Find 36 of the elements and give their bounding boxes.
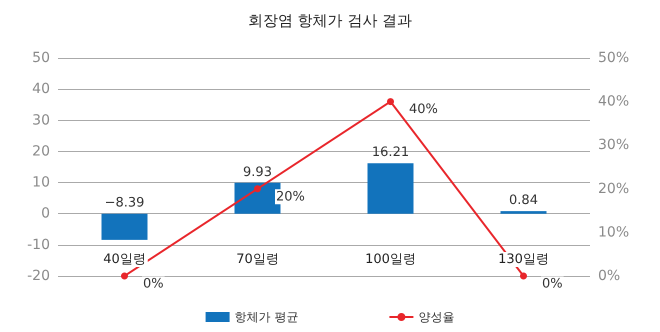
point (254, 185, 261, 192)
y2-tick-label: 10% (598, 224, 630, 240)
data-label: 16.21 (372, 145, 410, 160)
x-tick-label: 100일령 (365, 252, 416, 267)
point (520, 272, 527, 280)
x-tick-label: 70일령 (236, 252, 279, 267)
y2-tick-label: 40% (598, 94, 630, 110)
y-tick-label: -10 (27, 236, 50, 253)
data-label: 20% (276, 189, 305, 204)
data-label: 40% (409, 102, 438, 118)
data-label: 0.84 (509, 193, 538, 208)
data-label: −8.39 (104, 196, 144, 211)
bar (500, 211, 546, 214)
data-label: 0% (542, 276, 563, 292)
legend-label: 항체가 평균 (234, 310, 298, 324)
x-tick-label: 40일령 (103, 252, 146, 267)
y2-tick-label: 20% (598, 180, 630, 197)
y2-tick-label: 30% (598, 137, 630, 154)
legend-label: 양성율 (418, 310, 454, 324)
y-tick-label: -20 (27, 268, 50, 284)
x-tick-label: 130일령 (498, 252, 549, 267)
y2-tick-label: 50% (598, 50, 630, 66)
y-tick-label: 10 (32, 174, 50, 191)
y-tick-label: 20 (32, 143, 50, 160)
y-tick-label: 30 (32, 112, 50, 128)
data-label: 9.93 (243, 164, 272, 180)
bar (102, 214, 148, 240)
point (121, 272, 128, 280)
y2-tick-label: 0% (598, 268, 620, 284)
y-tick-label: 0 (41, 206, 50, 222)
point (387, 98, 394, 106)
y-tick-label: 50 (32, 50, 50, 66)
bar (368, 163, 414, 214)
data-label: 0% (143, 276, 164, 292)
y-tick-label: 40 (32, 81, 50, 98)
chart-title: 회장염 항체가 검사 결과 (248, 12, 412, 30)
